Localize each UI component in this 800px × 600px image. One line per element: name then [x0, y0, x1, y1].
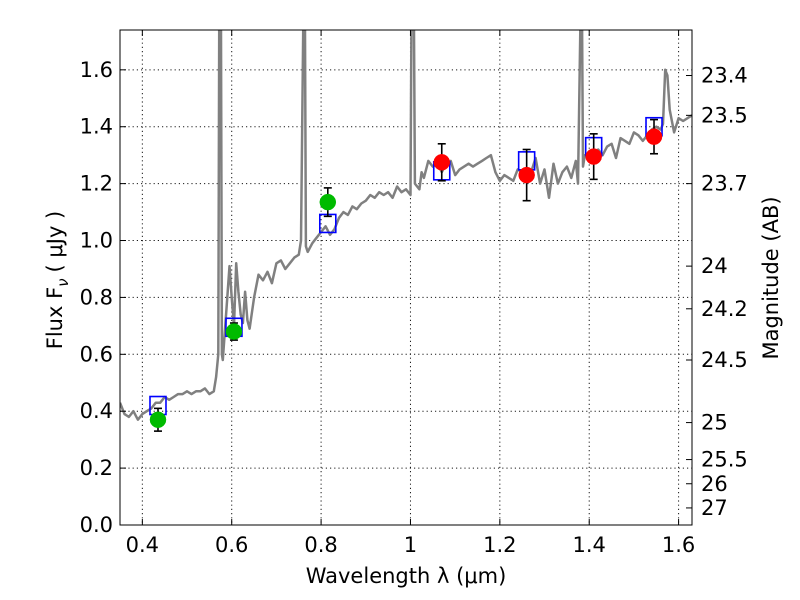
x-tick-label: 0.4: [126, 533, 159, 557]
data-point: [585, 148, 602, 165]
magnitude-tick-label: 23.7: [701, 172, 748, 196]
data-point: [319, 193, 337, 211]
magnitude-tick-label: 24: [701, 254, 728, 278]
y-tick-label: 0.2: [80, 456, 113, 480]
x-tick-label: 0.6: [215, 533, 248, 557]
data-point: [149, 411, 167, 428]
x-axis: 0.4 0.6 0.8 1 1.2 1.4 1.6: [126, 30, 695, 557]
magnitude-tick-label: 23.5: [701, 103, 748, 127]
magnitude-tick-label: 24.2: [701, 297, 748, 321]
x-tick-label: 1: [404, 533, 417, 557]
magnitude-tick-label: 26: [701, 472, 728, 496]
x-tick-label: 1.4: [573, 533, 606, 557]
y-tick-label: 1.6: [80, 58, 113, 82]
x-tick-label: 1.2: [483, 533, 516, 557]
data-point: [518, 166, 535, 184]
y-tick-label: 1.4: [80, 115, 113, 139]
y-axis: 0.0 0.2 0.4 0.6 0.8 1.0 1.2 1.4 1.6: [80, 58, 126, 537]
y-tick-label: 1.0: [80, 229, 113, 253]
x-tick-label: 1.6: [662, 533, 695, 557]
y2-axis-title: Magnitude (AB): [759, 196, 783, 359]
magnitude-tick-label: 24.5: [701, 348, 748, 372]
data-point: [645, 128, 663, 145]
y-tick-label: 0.6: [80, 342, 113, 366]
y-tick-label: 0.0: [80, 513, 113, 537]
y-axis-title-group: Flux Fν ( μJy ): [43, 211, 72, 350]
magnitude-tick-label: 27: [701, 496, 728, 520]
x-tick-label: 0.8: [304, 533, 337, 557]
magnitude-tick-label: 25.5: [701, 448, 748, 472]
y-tick-label: 1.2: [80, 172, 113, 196]
y-axis-title-main: Flux F: [43, 287, 67, 349]
y-axis-title-unit: ( μJy ): [43, 211, 67, 273]
y-tick-label: 0.4: [80, 399, 113, 423]
y-axis-title-subscript: ν: [54, 278, 72, 286]
observed-photometry-layer: [149, 118, 663, 432]
plot-frame: [119, 29, 693, 526]
y-axis-title: Flux Fν ( μJy ): [43, 211, 72, 350]
magnitude-tick-label: 25: [701, 411, 728, 435]
y2-axis-title-group: Magnitude (AB): [759, 196, 783, 359]
x-axis-title: Wavelength λ (μm): [306, 564, 507, 588]
y-tick-label: 0.8: [80, 285, 113, 309]
data-point: [225, 323, 243, 340]
data-point: [433, 154, 450, 171]
magnitude-tick-label: 23.4: [701, 64, 748, 88]
